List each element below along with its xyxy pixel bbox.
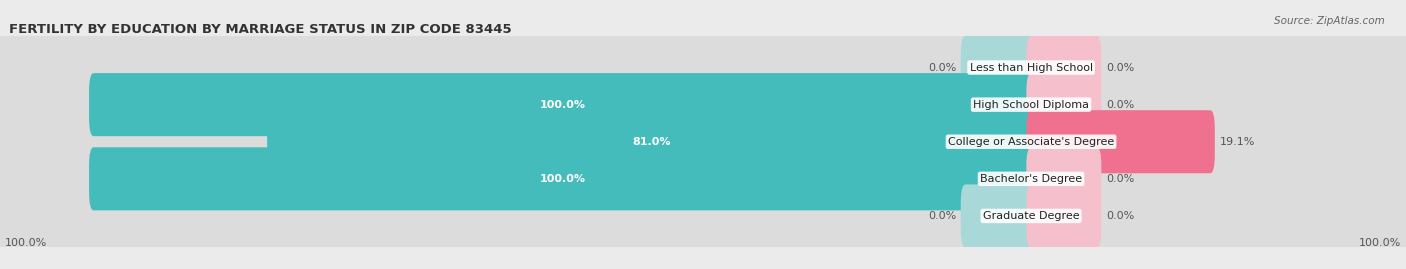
FancyBboxPatch shape [0, 36, 1036, 99]
FancyBboxPatch shape [960, 36, 1036, 99]
FancyBboxPatch shape [0, 160, 1406, 197]
FancyBboxPatch shape [0, 86, 1406, 123]
FancyBboxPatch shape [1026, 185, 1406, 247]
FancyBboxPatch shape [0, 123, 1406, 160]
FancyBboxPatch shape [0, 49, 1406, 86]
FancyBboxPatch shape [267, 110, 1036, 173]
FancyBboxPatch shape [1026, 73, 1101, 136]
Text: FERTILITY BY EDUCATION BY MARRIAGE STATUS IN ZIP CODE 83445: FERTILITY BY EDUCATION BY MARRIAGE STATU… [10, 23, 512, 36]
FancyBboxPatch shape [0, 110, 1036, 173]
Text: 100.0%: 100.0% [540, 100, 585, 110]
FancyBboxPatch shape [1026, 147, 1406, 210]
Text: 100.0%: 100.0% [4, 238, 46, 248]
Text: 100.0%: 100.0% [1360, 238, 1402, 248]
Text: 0.0%: 0.0% [1107, 62, 1135, 73]
Text: 100.0%: 100.0% [540, 174, 585, 184]
Text: Less than High School: Less than High School [970, 62, 1092, 73]
FancyBboxPatch shape [1026, 147, 1101, 210]
Text: Graduate Degree: Graduate Degree [983, 211, 1080, 221]
FancyBboxPatch shape [1026, 185, 1101, 247]
Text: High School Diploma: High School Diploma [973, 100, 1090, 110]
FancyBboxPatch shape [1026, 110, 1215, 173]
Text: Bachelor's Degree: Bachelor's Degree [980, 174, 1083, 184]
Text: 0.0%: 0.0% [928, 211, 956, 221]
FancyBboxPatch shape [0, 147, 1036, 210]
Text: College or Associate's Degree: College or Associate's Degree [948, 137, 1114, 147]
FancyBboxPatch shape [0, 197, 1406, 235]
FancyBboxPatch shape [1026, 110, 1406, 173]
FancyBboxPatch shape [0, 185, 1036, 247]
FancyBboxPatch shape [1026, 73, 1406, 136]
Text: 0.0%: 0.0% [1107, 100, 1135, 110]
FancyBboxPatch shape [960, 185, 1036, 247]
FancyBboxPatch shape [1026, 36, 1406, 99]
FancyBboxPatch shape [1026, 36, 1101, 99]
Text: 0.0%: 0.0% [1107, 174, 1135, 184]
Text: 0.0%: 0.0% [1107, 211, 1135, 221]
FancyBboxPatch shape [0, 73, 1036, 136]
Text: 0.0%: 0.0% [928, 62, 956, 73]
Text: Source: ZipAtlas.com: Source: ZipAtlas.com [1274, 16, 1385, 26]
FancyBboxPatch shape [89, 147, 1036, 210]
Text: 19.1%: 19.1% [1219, 137, 1254, 147]
Text: 81.0%: 81.0% [633, 137, 671, 147]
FancyBboxPatch shape [89, 73, 1036, 136]
